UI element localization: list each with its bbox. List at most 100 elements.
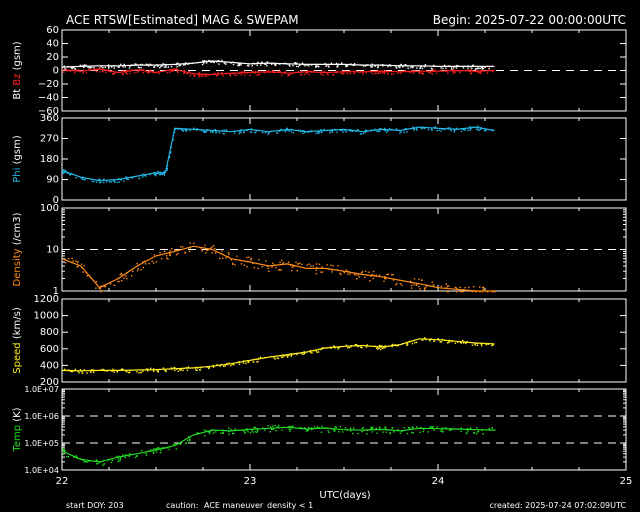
ylabel-part: Density xyxy=(12,248,23,286)
data-point xyxy=(283,355,285,357)
data-point xyxy=(327,430,329,432)
data-point xyxy=(82,70,84,72)
data-point xyxy=(435,72,438,75)
data-point xyxy=(218,63,220,65)
data-point xyxy=(340,273,342,276)
data-point xyxy=(286,63,288,65)
data-point xyxy=(344,427,347,429)
data-point xyxy=(382,65,384,67)
data-point xyxy=(126,371,128,373)
data-point xyxy=(140,67,142,69)
data-point xyxy=(152,71,154,73)
data-point xyxy=(391,345,393,348)
data-point xyxy=(366,344,368,346)
data-point xyxy=(395,66,397,68)
data-point xyxy=(350,346,352,348)
data-point xyxy=(275,64,277,66)
data-point xyxy=(88,68,90,71)
data-point xyxy=(475,432,478,435)
data-point xyxy=(100,181,102,184)
data-point xyxy=(370,71,372,73)
data-point xyxy=(479,286,481,288)
data-point xyxy=(328,268,330,270)
data-point xyxy=(142,72,145,74)
data-point xyxy=(238,363,241,365)
data-point xyxy=(76,457,79,460)
data-point xyxy=(100,291,102,293)
data-point xyxy=(377,66,379,69)
data-point xyxy=(359,71,361,73)
data-point xyxy=(212,366,215,368)
data-point xyxy=(138,67,141,69)
data-point xyxy=(220,363,223,366)
data-point xyxy=(371,66,373,68)
data-point xyxy=(419,67,421,70)
data-point xyxy=(453,70,455,72)
data-point xyxy=(482,433,484,435)
data-point xyxy=(288,64,290,66)
data-point xyxy=(310,351,312,354)
data-point xyxy=(410,287,413,289)
data-point xyxy=(203,62,205,64)
data-point xyxy=(210,61,212,63)
data-point xyxy=(462,342,465,344)
data-point xyxy=(429,339,431,341)
data-point xyxy=(468,127,470,129)
data-point xyxy=(103,370,106,372)
data-point xyxy=(309,131,311,133)
data-point xyxy=(348,346,350,349)
data-point xyxy=(362,73,364,75)
data-point xyxy=(253,266,256,269)
ylabel-part: Bt xyxy=(12,89,23,100)
data-point xyxy=(150,449,152,451)
y-tick-label: −40 xyxy=(38,93,59,104)
data-point xyxy=(372,426,374,429)
data-point xyxy=(292,72,294,74)
data-point xyxy=(441,430,443,433)
data-point xyxy=(177,62,179,64)
data-point xyxy=(449,127,451,129)
data-point xyxy=(99,181,101,184)
data-point xyxy=(88,274,90,276)
data-point xyxy=(418,278,420,280)
data-point xyxy=(129,370,131,372)
data-point xyxy=(208,367,210,370)
data-point xyxy=(427,431,429,433)
data-point xyxy=(287,356,289,358)
data-point xyxy=(465,290,467,292)
data-point xyxy=(345,65,347,68)
data-point xyxy=(412,72,414,74)
data-point xyxy=(184,129,186,131)
data-point xyxy=(393,431,395,433)
data-point xyxy=(114,181,116,183)
data-point xyxy=(459,286,461,289)
data-point xyxy=(148,262,150,265)
data-point xyxy=(73,173,75,176)
data-point xyxy=(118,181,121,183)
data-point xyxy=(413,283,415,286)
data-point xyxy=(137,66,140,68)
data-point xyxy=(326,72,328,74)
data-point xyxy=(119,178,121,180)
data-point xyxy=(341,129,343,131)
data-point xyxy=(280,356,283,358)
data-point xyxy=(360,64,363,66)
data-point xyxy=(261,266,263,268)
data-point xyxy=(416,129,418,131)
data-point xyxy=(223,133,225,135)
data-point xyxy=(276,426,279,428)
data-point xyxy=(134,456,137,459)
data-point xyxy=(431,129,433,131)
data-point xyxy=(379,426,381,428)
data-point xyxy=(117,66,119,68)
data-point xyxy=(145,63,148,65)
data-point xyxy=(75,455,77,457)
data-point xyxy=(286,129,289,131)
data-point xyxy=(89,67,91,69)
data-point xyxy=(375,427,377,429)
data-point xyxy=(90,371,92,374)
series-density xyxy=(61,242,496,293)
data-point xyxy=(256,430,259,432)
data-point xyxy=(207,60,210,62)
data-point xyxy=(330,62,333,64)
